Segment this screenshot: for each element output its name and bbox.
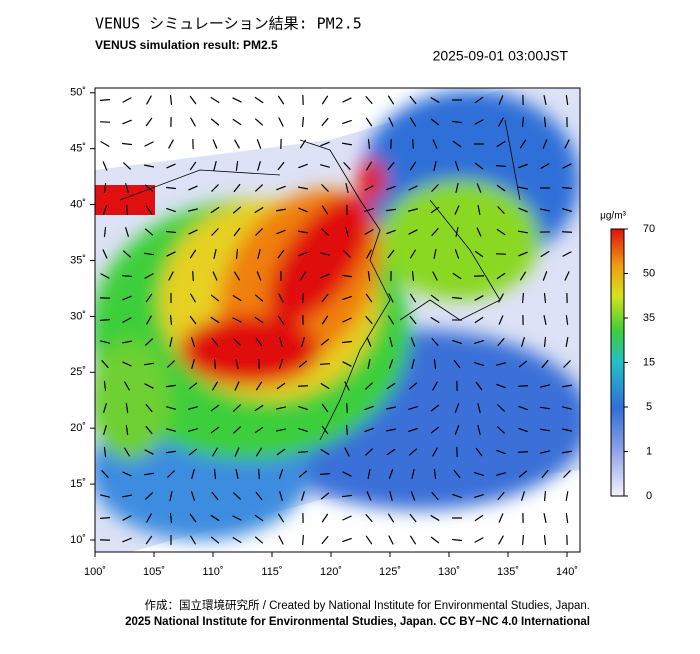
- wind-arrow: [303, 536, 304, 545]
- wind-arrow: [545, 118, 546, 127]
- colorbar-tick-label: 35: [643, 312, 655, 324]
- colorbar-unit: μg/m³: [600, 211, 626, 222]
- colorbar: [611, 229, 624, 496]
- wind-arrow: [523, 294, 524, 303]
- wind-arrow: [563, 232, 572, 233]
- x-tick-label: 115˚: [261, 566, 282, 578]
- wind-arrow: [167, 232, 176, 233]
- wind-arrow: [127, 206, 128, 215]
- y-tick-label: 50˚: [70, 87, 86, 99]
- hotspot: [95, 185, 155, 215]
- title-en: VENUS simulation result: PM2.5: [95, 38, 278, 52]
- y-tick-label: 20˚: [70, 422, 86, 434]
- wind-arrow: [101, 518, 110, 519]
- x-tick-label: 130˚: [438, 566, 460, 578]
- map-field: [90, 88, 590, 552]
- colorbar-tick-label: 70: [643, 223, 655, 235]
- wind-arrow: [321, 364, 330, 365]
- colorbar-ticks: 70 50 35 15 5 1 0: [624, 223, 655, 502]
- wind-arrow: [563, 188, 572, 189]
- timestamp: 2025-09-01 03:00JST: [433, 48, 569, 64]
- colorbar-tick-label: 15: [643, 356, 655, 368]
- x-tick-label: 100˚: [84, 566, 106, 578]
- wind-arrow: [413, 140, 414, 149]
- wind-arrow: [321, 474, 330, 475]
- x-tick-label: 135˚: [497, 566, 519, 578]
- y-tick-label: 15˚: [70, 478, 86, 490]
- wind-arrow: [497, 166, 506, 167]
- title-ja: VENUS シミュレーション結果: PM2.5: [95, 15, 362, 33]
- credit: 作成：国立環境研究所 / Created by National Institu…: [145, 598, 590, 612]
- y-tick-label: 35˚: [70, 254, 86, 266]
- wind-arrow: [523, 536, 524, 545]
- y-tick-label: 25˚: [70, 366, 86, 378]
- x-tick-label: 110˚: [202, 566, 223, 578]
- x-tick-label: 140˚: [556, 566, 578, 578]
- x-tick-label: 120˚: [320, 566, 342, 578]
- wind-arrow: [347, 404, 348, 413]
- colorbar-tick-label: 1: [646, 445, 652, 457]
- wind-arrow: [101, 320, 110, 321]
- y-tick-label: 45˚: [70, 143, 86, 155]
- wind-arrow: [123, 276, 132, 277]
- wind-arrow: [215, 360, 216, 369]
- wind-arrow: [303, 118, 304, 127]
- wind-arrow: [193, 272, 194, 281]
- wind-arrow: [303, 294, 304, 303]
- y-tick-label: 10˚: [70, 534, 86, 546]
- wind-arrow: [347, 426, 348, 435]
- colorbar-tick-label: 50: [643, 267, 655, 279]
- y-tick-label: 40˚: [70, 199, 86, 211]
- x-tick-label: 105˚: [143, 566, 165, 578]
- colorbar-tick-label: 0: [646, 490, 652, 502]
- wind-arrow: [299, 452, 308, 453]
- wind-arrow: [259, 470, 260, 479]
- wind-arrow: [215, 470, 216, 479]
- x-tick-label: 125˚: [379, 566, 401, 578]
- wind-arrow: [299, 386, 308, 387]
- license: 2025 National Institute for Environmenta…: [125, 616, 590, 628]
- y-tick-label: 30˚: [70, 310, 86, 322]
- colorbar-tick-label: 5: [646, 401, 652, 413]
- wind-arrow: [101, 100, 110, 101]
- wind-arrow: [519, 452, 528, 453]
